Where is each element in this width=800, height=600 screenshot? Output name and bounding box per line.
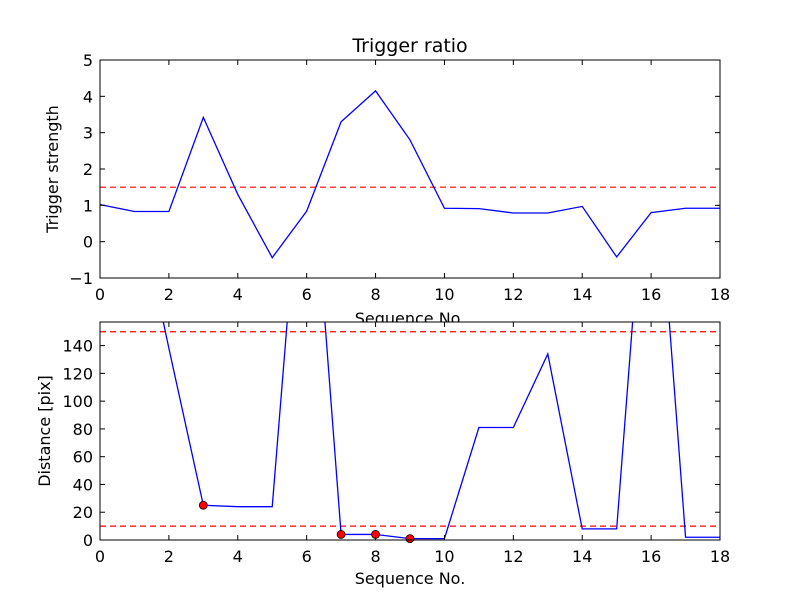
y-tick-label: 0 — [83, 233, 93, 252]
y-tick-label: 120 — [62, 364, 93, 383]
y-tick-label: −1 — [69, 269, 93, 288]
y-axis-label: Distance [pix] — [35, 375, 54, 487]
y-tick-label: 140 — [62, 337, 93, 356]
x-tick-label: 10 — [434, 547, 454, 566]
x-tick-label: 4 — [233, 285, 243, 304]
x-tick-label: 18 — [710, 547, 730, 566]
marker-group — [198, 500, 415, 544]
plot-area — [100, 322, 720, 540]
x-tick-label: 4 — [233, 547, 243, 566]
x-tick-label: 2 — [164, 547, 174, 566]
x-tick-label: 16 — [641, 285, 661, 304]
series-line — [100, 89, 720, 259]
x-tick-label: 8 — [370, 547, 380, 566]
y-tick-label: 20 — [73, 503, 93, 522]
x-tick-label: 12 — [503, 547, 523, 566]
x-tick-label: 10 — [434, 285, 454, 304]
threshold-lines — [100, 331, 720, 527]
data-point-marker — [198, 500, 208, 510]
y-tick-label: 2 — [83, 160, 93, 179]
y-tick-label: 60 — [73, 448, 93, 467]
y-tick-label: 80 — [73, 420, 93, 439]
x-tick-label: 14 — [572, 285, 592, 304]
y-tick-label: 1 — [83, 196, 93, 215]
y-tick-label: 3 — [83, 124, 93, 143]
series-line — [162, 322, 720, 540]
tick-group: 0 2 4 6 8 10 12 14 16 18 0 20 40 60 80 100 120 140 — [62, 322, 730, 566]
distance-chart: 0 2 4 6 8 10 12 14 16 18 0 20 40 60 80 100 120 140 Sequen… — [35, 321, 730, 588]
plot-area — [100, 60, 720, 278]
x-tick-label: 18 — [710, 285, 730, 304]
y-tick-label: 100 — [62, 392, 93, 411]
chart-title: Trigger ratio — [351, 35, 467, 57]
data-point-marker — [336, 530, 346, 539]
x-tick-label: 12 — [503, 285, 523, 304]
series-group — [100, 89, 720, 259]
y-tick-label: 40 — [73, 475, 93, 494]
x-tick-label: 16 — [641, 547, 661, 566]
x-tick-label: 0 — [95, 285, 105, 304]
y-tick-label: 5 — [83, 51, 93, 70]
x-tick-label: 0 — [95, 547, 105, 566]
x-tick-label: 2 — [164, 285, 174, 304]
data-point-marker — [405, 534, 415, 544]
x-axis-label: Sequence No. — [355, 569, 466, 588]
x-tick-label: 8 — [370, 285, 380, 304]
y-axis-label: Trigger strength — [43, 105, 62, 234]
x-tick-label: 6 — [302, 285, 312, 304]
series-group — [162, 322, 720, 540]
y-tick-label: 4 — [83, 87, 93, 106]
x-tick-label: 6 — [302, 547, 312, 566]
y-tick-label: 0 — [83, 531, 93, 550]
x-tick-label: 14 — [572, 547, 592, 566]
plot-frame — [99, 321, 721, 541]
